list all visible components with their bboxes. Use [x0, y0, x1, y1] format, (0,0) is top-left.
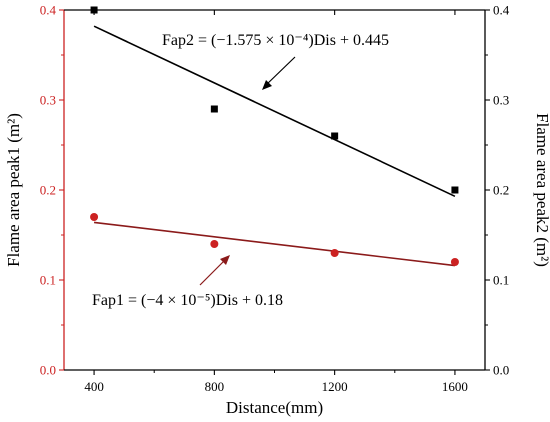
data-point-peak1 [90, 213, 99, 221]
data-point-peak1 [330, 249, 339, 257]
y-right-tick-label: 0.3 [493, 93, 509, 108]
y-right-tick-label: 0.2 [493, 183, 509, 198]
y-left-axis-title: Flame area peak1 (m²) [4, 113, 23, 267]
y-left-tick-label: 0.4 [40, 3, 57, 18]
points-layer [90, 6, 459, 266]
fit-line-peak2 [93, 25, 456, 198]
data-point-peak2 [90, 6, 98, 14]
y-left-tick-label: 0.1 [40, 273, 56, 288]
y-right-tick-label: 0.1 [493, 273, 509, 288]
equation-peak2: Fap2 = (−1.575 × 10⁻⁴)Dis + 0.445 [162, 32, 389, 49]
y-left-tick-label: 0.2 [40, 183, 56, 198]
data-point-peak2 [451, 186, 459, 194]
fits-layer [93, 25, 456, 267]
y-right-tick-label: 0.0 [493, 363, 509, 378]
data-point-peak2 [210, 105, 218, 113]
x-tick-label: 400 [84, 379, 104, 394]
arrow-peak2-head [262, 80, 272, 90]
arrow-peak1-shaft [199, 258, 227, 286]
data-point-peak1 [210, 240, 219, 248]
y-right-axis-title: Flame area peak2 (m²) [533, 113, 550, 267]
x-tick-label: 800 [205, 379, 225, 394]
fit-line-peak1 [93, 221, 456, 267]
y-left-tick-label: 0.3 [40, 93, 56, 108]
arrow-peak2-shaft [264, 56, 296, 87]
data-point-peak2 [331, 132, 339, 140]
x-tick-label: 1600 [442, 379, 468, 394]
ticks-layer: 400 800 1200 1600 0.0 0.1 0.2 0.3 0.4 0.0 0.1 0.2 0.… [40, 3, 510, 395]
arrow-peak1-head [220, 255, 230, 265]
annotations-layer: Fap2 = (−1.575 × 10⁻⁴)Dis + 0.445 Fap1 = … [92, 32, 389, 309]
equation-peak1: Fap1 = (−4 × 10⁻⁵)Dis + 0.18 [92, 292, 283, 309]
data-point-peak1 [450, 258, 459, 266]
axes-layer [63, 9, 486, 371]
y-right-tick-label: 0.4 [493, 3, 510, 18]
labels-layer: Distance(mm) Flame area peak1 (m²) Flame a… [4, 113, 550, 417]
y-left-tick-label: 0.0 [40, 363, 56, 378]
x-tick-label: 1200 [322, 379, 348, 394]
x-axis-title: Distance(mm) [226, 398, 323, 417]
